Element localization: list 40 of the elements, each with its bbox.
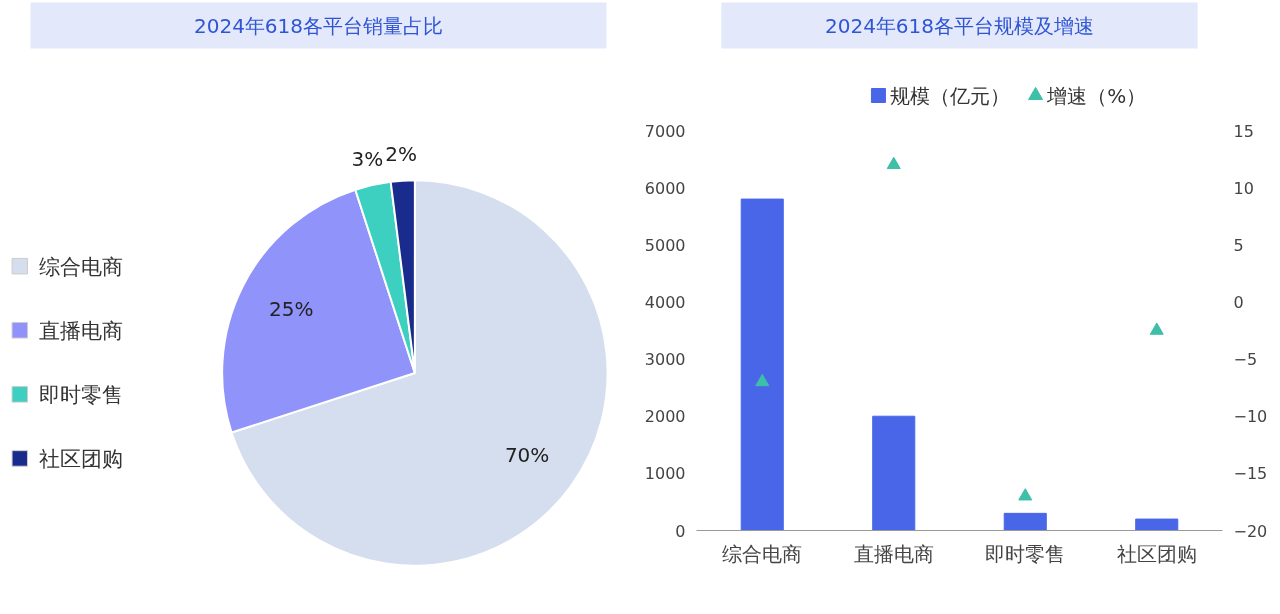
bar: [872, 415, 916, 531]
y2-tick-label: 0: [1233, 292, 1244, 312]
legend-label: 即时零售: [39, 381, 124, 407]
y-tick-label: 4000: [644, 292, 686, 312]
data-label: 70%: [504, 443, 550, 468]
data-label: 25%: [269, 297, 314, 322]
point: [755, 373, 770, 387]
y-tick-label: 6000: [644, 178, 686, 198]
data-label: 3%: [351, 146, 384, 171]
point: [886, 156, 901, 170]
chart-title: 2024年618各平台销量占比: [193, 13, 444, 38]
y2-tick-label: −5: [1233, 350, 1258, 370]
x-tick-label: 直播电商: [853, 541, 934, 566]
legend-label: 直播电商: [39, 317, 124, 343]
y2-tick-label: −20: [1233, 521, 1268, 541]
bar: [1135, 518, 1179, 531]
x-tick-label: 综合电商: [722, 541, 803, 566]
y-tick-label: 2000: [644, 407, 686, 427]
y2-tick-label: 15: [1233, 121, 1254, 141]
y-tick-label: 3000: [644, 350, 686, 370]
bar: [740, 198, 784, 531]
legend-label: 规模（亿元）: [890, 83, 1011, 108]
y-tick-label: 0: [675, 521, 686, 541]
chart-title: 2024年618各平台规模及增速: [824, 13, 1095, 38]
data-label: 2%: [385, 141, 418, 166]
point: [1149, 322, 1164, 335]
y-tick-label: 1000: [644, 464, 686, 484]
y-tick-label: 5000: [644, 235, 686, 255]
x-tick-label: 即时零售: [985, 541, 1066, 566]
y2-tick-label: −10: [1233, 407, 1268, 427]
legend-label: 社区团购: [39, 445, 124, 471]
legend-label: 综合电商: [39, 253, 124, 279]
y2-tick-label: 5: [1233, 235, 1244, 255]
y-tick-label: 7000: [644, 121, 686, 141]
y2-tick-label: −15: [1233, 464, 1268, 484]
legend-label: 增速（%）: [1046, 83, 1147, 108]
y2-tick-label: 10: [1233, 178, 1254, 198]
point: [1018, 488, 1033, 501]
bar: [1003, 512, 1047, 531]
x-tick-label: 社区团购: [1116, 541, 1197, 566]
